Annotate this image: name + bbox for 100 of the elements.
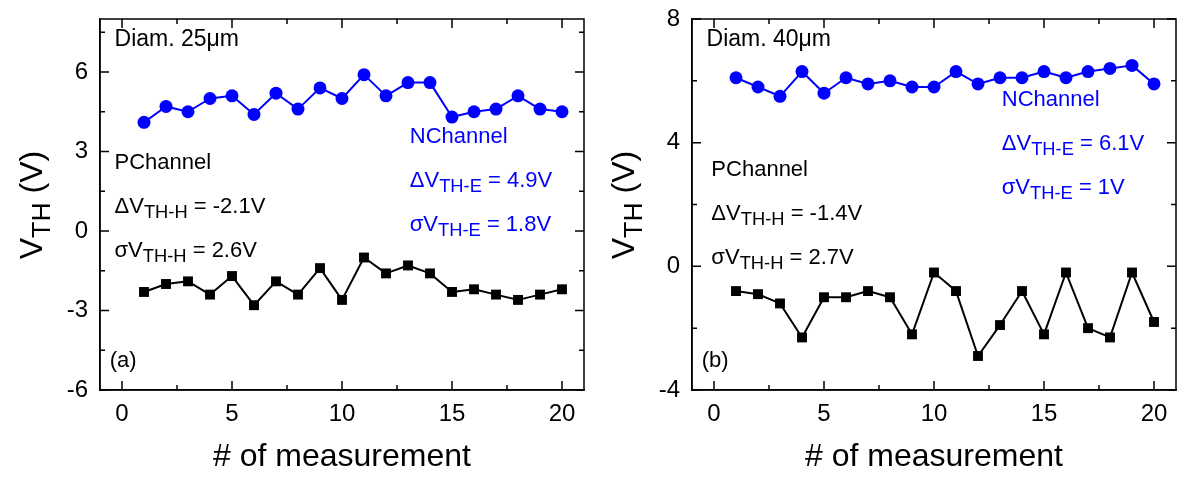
x-tick-label: 15 xyxy=(438,399,466,427)
annotation: (b) xyxy=(701,347,729,374)
x-tick-label: 15 xyxy=(1030,399,1058,427)
point xyxy=(929,267,939,278)
point xyxy=(445,110,459,124)
annotation: σV$_{TH-E}$ = 1V xyxy=(1001,173,1126,206)
point xyxy=(489,102,503,116)
annotation: σV$_{TH-H}$ = 2.7V xyxy=(711,244,855,276)
point xyxy=(511,89,525,103)
point xyxy=(863,286,873,297)
point xyxy=(905,80,919,94)
point xyxy=(949,65,963,79)
point xyxy=(425,268,435,279)
point xyxy=(161,279,171,289)
x-tick-label: 10 xyxy=(920,399,948,427)
point xyxy=(491,289,501,300)
point xyxy=(841,292,851,303)
point xyxy=(337,294,347,305)
point xyxy=(293,289,303,300)
point xyxy=(1081,65,1095,79)
point xyxy=(951,286,961,297)
point xyxy=(1017,286,1027,297)
point xyxy=(1039,329,1049,340)
point xyxy=(467,105,481,119)
point xyxy=(159,99,173,113)
point xyxy=(423,76,437,90)
series-label: NChannel xyxy=(1001,85,1101,113)
point xyxy=(1061,267,1071,278)
point xyxy=(751,80,765,94)
point xyxy=(557,284,567,295)
x-tick-label: 5 xyxy=(817,399,831,427)
y-tick-label: 8 xyxy=(666,3,680,31)
point xyxy=(861,77,875,91)
point xyxy=(291,102,305,116)
point xyxy=(247,107,261,121)
annotation: ΔV$_{TH-E}$ = 4.9V xyxy=(409,166,553,199)
y-tick-label: 0 xyxy=(74,215,88,243)
annotation: (a) xyxy=(109,347,137,374)
point xyxy=(555,105,569,119)
point xyxy=(139,287,149,297)
point xyxy=(971,77,985,91)
point xyxy=(907,329,917,340)
point xyxy=(313,81,327,95)
point xyxy=(885,292,895,303)
y-tick-label: 4 xyxy=(666,127,680,155)
point xyxy=(469,284,479,295)
point xyxy=(447,287,457,297)
y-tick-label: -6 xyxy=(66,374,88,402)
y-tick-label: -4 xyxy=(658,374,680,402)
point xyxy=(973,351,983,361)
point xyxy=(315,263,325,274)
point xyxy=(883,74,897,88)
point xyxy=(359,252,369,263)
x-tick-label: 20 xyxy=(1140,399,1168,427)
annotation: ΔV$_{TH-H}$ = -2.1V xyxy=(114,192,266,225)
point xyxy=(335,92,349,105)
point xyxy=(269,86,283,100)
point xyxy=(181,105,195,119)
point xyxy=(1103,61,1117,75)
x-tick-label: 0 xyxy=(707,399,721,427)
point xyxy=(1149,317,1159,327)
x-tick-label: 5 xyxy=(225,399,239,427)
point xyxy=(381,268,391,279)
point xyxy=(357,68,371,82)
point xyxy=(227,271,237,281)
point xyxy=(839,71,853,85)
point xyxy=(1015,71,1029,85)
point xyxy=(1127,267,1137,278)
point xyxy=(183,276,193,287)
text: PChannel xyxy=(711,156,809,184)
point xyxy=(379,89,393,103)
y-tick-label: 0 xyxy=(666,250,680,278)
point xyxy=(993,71,1007,85)
point xyxy=(401,76,415,90)
point xyxy=(1125,58,1139,72)
point xyxy=(137,115,151,129)
x-tick-label: 20 xyxy=(548,399,576,427)
point xyxy=(1037,65,1051,79)
point xyxy=(513,294,523,305)
y-tick-label: -3 xyxy=(66,295,88,323)
point xyxy=(753,289,763,300)
annotation: ΔV$_{TH-H}$ = -1.4V xyxy=(711,200,863,232)
annotation: Diam. 25μm xyxy=(114,24,239,51)
point xyxy=(1083,323,1093,334)
x-tick-label: 10 xyxy=(328,399,356,427)
x-axis-title: # of measurement xyxy=(805,436,1063,474)
point xyxy=(819,292,829,303)
x-axis-title: # of measurement xyxy=(213,436,471,474)
point xyxy=(927,80,941,94)
point xyxy=(225,89,239,103)
x-tick-label: 0 xyxy=(115,399,129,427)
y-tick-label: 3 xyxy=(74,136,88,164)
point xyxy=(535,289,545,300)
point xyxy=(249,300,259,311)
point xyxy=(775,298,785,309)
point xyxy=(533,102,547,116)
point xyxy=(995,320,1005,331)
annotation: σV$_{TH-H}$ = 2.6V xyxy=(114,236,258,269)
point xyxy=(797,332,807,343)
point xyxy=(795,65,809,79)
